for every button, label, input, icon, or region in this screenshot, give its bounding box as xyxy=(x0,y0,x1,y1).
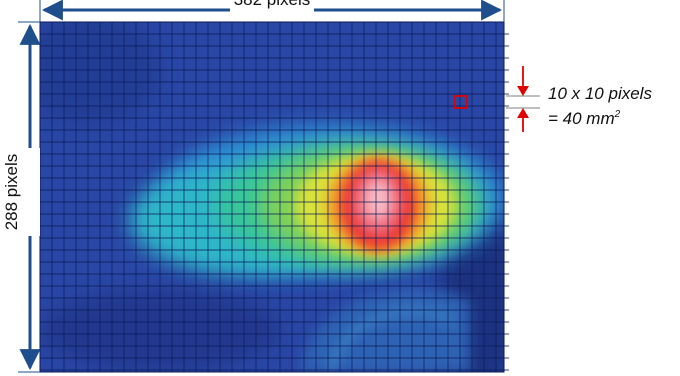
thermal-image xyxy=(40,22,504,372)
callout-arrow-top-head xyxy=(517,86,529,96)
top-dimension-label: 382 pixels xyxy=(234,0,311,9)
callout-arrow-bottom-head xyxy=(517,108,529,118)
edge-tick-marks xyxy=(504,33,509,371)
callout-line-2-main: = 40 mm xyxy=(548,109,615,128)
callout-line-2-superscript: 2 xyxy=(614,109,621,120)
highlight-square xyxy=(454,95,468,109)
left-dimension-label-bg xyxy=(20,148,40,236)
callout-line-1: 10 x 10 pixels xyxy=(548,84,652,103)
callout-line-2: = 40 mm2 xyxy=(548,109,621,128)
left-dimension-label: 288 pixels xyxy=(2,154,21,231)
pixel-grid xyxy=(40,22,504,372)
top-dimension-label-bg xyxy=(230,0,314,12)
